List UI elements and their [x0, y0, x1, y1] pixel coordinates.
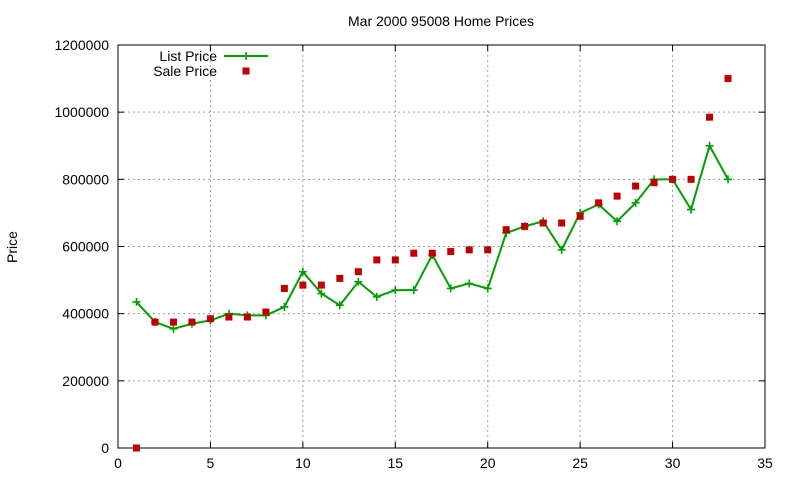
sale-price-point — [558, 219, 566, 227]
legend-label-list-price: List Price — [159, 48, 217, 64]
list-price-point — [391, 286, 400, 295]
legend-swatches — [224, 52, 268, 75]
list-price-point — [372, 292, 381, 301]
list-price-point — [724, 175, 733, 184]
sale-price-point — [299, 281, 307, 289]
legend-swatch-list-price-marker — [242, 52, 250, 60]
list-price-point — [169, 324, 178, 333]
sale-price-point — [151, 318, 159, 326]
list-price-point — [335, 301, 344, 310]
sale-price-point — [225, 313, 233, 321]
sale-price-point — [576, 212, 584, 220]
x-tick-label: 30 — [665, 455, 681, 471]
list-price-point — [280, 302, 289, 311]
sale-price-point — [539, 219, 547, 227]
sale-price-point — [391, 256, 399, 264]
legend-swatch-sale-price-marker — [242, 67, 250, 75]
sale-price-point — [132, 444, 140, 452]
y-axis-label: Price — [4, 231, 20, 263]
sale-price-point — [206, 315, 214, 323]
sale-price-point — [373, 256, 381, 264]
tick-layer: 0 5 10 15 20 25 30 35 0 200000 400000 600000 800000 1… — [54, 37, 773, 471]
list-price-point — [557, 245, 566, 254]
plot-frame — [117, 44, 766, 449]
x-tick-label: 25 — [572, 455, 588, 471]
x-tick-label: 15 — [387, 455, 403, 471]
sale-price-point — [243, 313, 251, 321]
sale-price-point — [687, 175, 695, 183]
y-tick-label: 1000000 — [54, 104, 109, 120]
sale-price-point — [650, 179, 658, 187]
series-sale-price — [132, 75, 732, 452]
x-tick-label: 20 — [480, 455, 496, 471]
sale-price-point — [280, 284, 288, 292]
sale-price-point — [502, 226, 510, 234]
y-tick-label: 400000 — [62, 306, 109, 322]
x-tick-label: 10 — [295, 455, 311, 471]
sale-price-point — [169, 318, 177, 326]
list-price-point — [613, 217, 622, 226]
sale-price-point — [669, 175, 677, 183]
legend: List Price Sale Price — [153, 48, 268, 79]
sale-price-point — [632, 182, 640, 190]
sale-price-point — [354, 268, 362, 276]
sale-price-point — [336, 274, 344, 282]
list-price-point — [465, 279, 474, 288]
sale-price-point — [465, 246, 473, 254]
list-price-point — [631, 198, 640, 207]
list-price-point — [409, 286, 418, 295]
sale-price-point — [410, 249, 418, 257]
list-price-point — [687, 205, 696, 214]
legend-label-sale-price: Sale Price — [153, 63, 217, 79]
y-tick-label: 800000 — [62, 171, 109, 187]
x-tick-label: 0 — [114, 455, 122, 471]
sale-price-point — [484, 246, 492, 254]
list-price-point — [705, 141, 714, 150]
x-tick-label: 5 — [207, 455, 215, 471]
sale-price-point — [188, 318, 196, 326]
grid-layer — [118, 45, 765, 448]
list-price-line — [135, 143, 729, 330]
sale-price-point — [521, 222, 529, 230]
sale-price-point — [428, 249, 436, 257]
series-layer — [132, 75, 733, 452]
y-tick-label: 1200000 — [54, 37, 109, 53]
chart-title: Mar 2000 95008 Home Prices — [348, 13, 534, 29]
y-tick-label: 600000 — [62, 239, 109, 255]
list-price-point — [354, 277, 363, 286]
list-price-point — [132, 297, 141, 306]
sale-price-point — [317, 281, 325, 289]
y-tick-label: 200000 — [62, 373, 109, 389]
sale-price-point — [724, 75, 732, 83]
sale-price-point — [262, 308, 270, 316]
sale-price-point — [595, 199, 603, 207]
list-price-point — [317, 289, 326, 298]
series-list-price — [132, 141, 733, 333]
list-price-point — [483, 284, 492, 293]
sale-price-point — [613, 192, 621, 200]
list-price-point — [446, 284, 455, 293]
y-tick-label: 0 — [101, 440, 109, 456]
list-price-point — [298, 267, 307, 276]
sale-price-point — [706, 113, 714, 121]
x-tick-label: 35 — [757, 455, 773, 471]
sale-price-point — [447, 248, 455, 256]
